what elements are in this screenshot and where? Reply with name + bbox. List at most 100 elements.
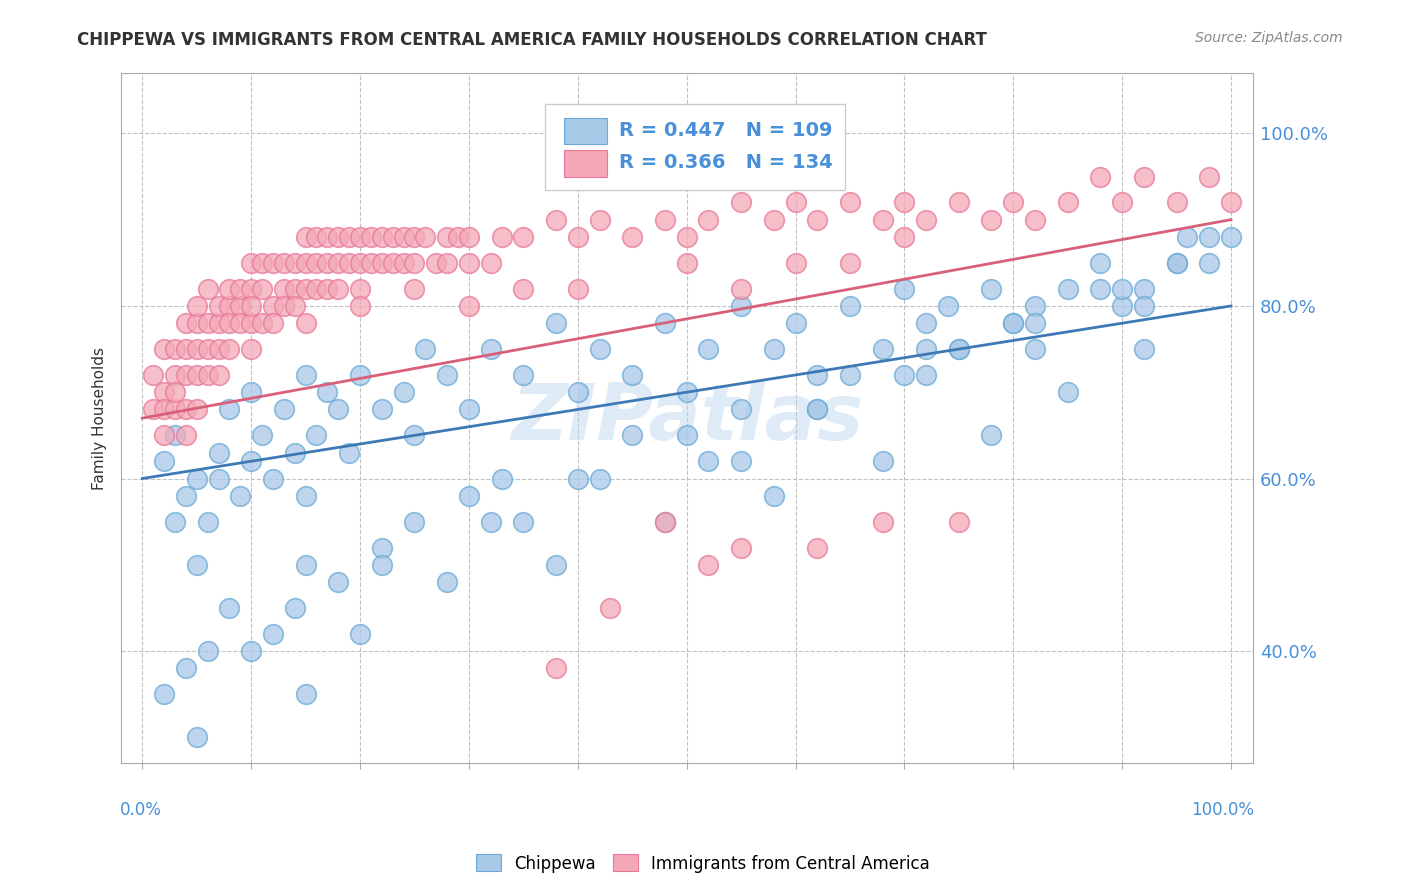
Point: [197, 316, 219, 330]
Y-axis label: Family Households: Family Households: [93, 347, 107, 490]
Point: [262, 471, 284, 485]
Point: [762, 342, 785, 356]
Point: [544, 212, 567, 227]
Point: [207, 316, 229, 330]
Point: [186, 342, 208, 356]
Point: [915, 316, 938, 330]
Point: [980, 282, 1002, 296]
Point: [1056, 385, 1078, 400]
Point: [337, 230, 360, 244]
Point: [349, 368, 371, 382]
Point: [392, 256, 415, 270]
Point: [250, 428, 273, 442]
FancyBboxPatch shape: [564, 150, 607, 177]
Point: [349, 230, 371, 244]
Point: [806, 402, 828, 417]
Point: [915, 368, 938, 382]
Point: [316, 385, 339, 400]
Point: [872, 342, 894, 356]
FancyBboxPatch shape: [546, 104, 845, 190]
Point: [186, 402, 208, 417]
Point: [240, 454, 263, 468]
Point: [415, 342, 437, 356]
Text: CHIPPEWA VS IMMIGRANTS FROM CENTRAL AMERICA FAMILY HOUSEHOLDS CORRELATION CHART: CHIPPEWA VS IMMIGRANTS FROM CENTRAL AMER…: [77, 31, 987, 49]
Point: [806, 212, 828, 227]
Point: [250, 256, 273, 270]
Point: [328, 402, 350, 417]
Point: [294, 558, 316, 572]
Point: [458, 230, 481, 244]
Point: [163, 385, 186, 400]
Point: [544, 558, 567, 572]
Point: [436, 575, 458, 590]
Point: [588, 212, 610, 227]
Point: [337, 445, 360, 459]
Point: [218, 316, 240, 330]
Point: [174, 428, 197, 442]
Point: [1166, 256, 1188, 270]
Point: [404, 256, 426, 270]
Point: [240, 342, 263, 356]
Point: [240, 385, 263, 400]
Point: [174, 402, 197, 417]
Point: [915, 342, 938, 356]
Point: [273, 282, 295, 296]
Point: [186, 368, 208, 382]
Point: [893, 195, 915, 210]
Point: [491, 230, 513, 244]
Point: [153, 428, 176, 442]
Point: [262, 256, 284, 270]
Point: [240, 644, 263, 658]
Point: [316, 282, 339, 296]
Point: [893, 282, 915, 296]
Point: [163, 342, 186, 356]
Point: [839, 299, 862, 313]
Point: [284, 445, 307, 459]
Point: [153, 402, 176, 417]
Point: [186, 731, 208, 745]
Point: [240, 282, 263, 296]
Point: [948, 342, 970, 356]
Point: [567, 282, 589, 296]
Point: [512, 282, 534, 296]
Point: [697, 212, 720, 227]
Point: [436, 368, 458, 382]
Point: [458, 256, 481, 270]
Point: [980, 212, 1002, 227]
Point: [240, 316, 263, 330]
Point: [197, 515, 219, 529]
Point: [371, 402, 394, 417]
Point: [675, 256, 697, 270]
Point: [262, 299, 284, 313]
Point: [349, 299, 371, 313]
Point: [174, 316, 197, 330]
Point: [730, 195, 752, 210]
Point: [207, 471, 229, 485]
Point: [186, 316, 208, 330]
Point: [1133, 342, 1156, 356]
Point: [1166, 256, 1188, 270]
Point: [1024, 316, 1046, 330]
Point: [174, 661, 197, 675]
Point: [328, 230, 350, 244]
Point: [1133, 169, 1156, 184]
Point: [153, 342, 176, 356]
Point: [284, 256, 307, 270]
Point: [218, 342, 240, 356]
Point: [491, 471, 513, 485]
Point: [675, 230, 697, 244]
Point: [839, 368, 862, 382]
Point: [675, 428, 697, 442]
Point: [207, 368, 229, 382]
Point: [186, 299, 208, 313]
Point: [785, 195, 807, 210]
Point: [621, 230, 644, 244]
Point: [250, 316, 273, 330]
Point: [675, 385, 697, 400]
Point: [425, 256, 447, 270]
Point: [218, 402, 240, 417]
Point: [142, 368, 165, 382]
Point: [893, 230, 915, 244]
Point: [186, 471, 208, 485]
Point: [284, 299, 307, 313]
